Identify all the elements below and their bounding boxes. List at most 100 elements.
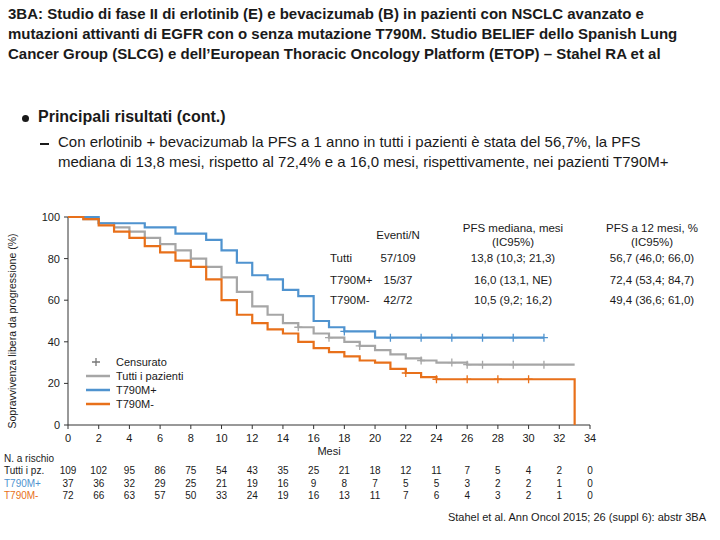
bullet-text: Principali risultati (cont.) bbox=[38, 108, 226, 126]
y-tick-label: 20 bbox=[48, 377, 60, 389]
table-cell: 56,7 (46,0; 66,0) bbox=[587, 251, 717, 265]
risk-value: 5 bbox=[495, 465, 501, 476]
table-cell: 72,4 (53,4; 84,7) bbox=[587, 273, 717, 287]
table-cell: 57/109 bbox=[333, 251, 463, 265]
legend-swatch bbox=[86, 403, 110, 406]
x-tick bbox=[160, 425, 161, 429]
risk-value: 57 bbox=[155, 490, 167, 501]
risk-value: 9 bbox=[311, 478, 317, 489]
sub-bullet-text: Con erlotinib + bevacizumab la PFS a 1 a… bbox=[58, 132, 698, 172]
risk-row-label: Tutti i pz. bbox=[4, 465, 44, 476]
x-tick bbox=[375, 425, 376, 429]
risk-value: 33 bbox=[216, 490, 228, 501]
y-tick-label: 60 bbox=[48, 294, 60, 306]
y-tick-label: 40 bbox=[48, 336, 60, 348]
risk-value: 2 bbox=[495, 478, 501, 489]
x-tick-label: 30 bbox=[522, 432, 534, 444]
risk-value: 7 bbox=[372, 478, 378, 489]
risk-value: 2 bbox=[557, 465, 563, 476]
risk-value: 0 bbox=[587, 465, 593, 476]
y-tick-label: 80 bbox=[48, 253, 60, 265]
risk-row-label: T790M+ bbox=[4, 478, 41, 489]
censor-mark bbox=[417, 357, 425, 365]
risk-value: 4 bbox=[464, 490, 470, 501]
risk-value: 43 bbox=[247, 465, 259, 476]
x-tick-label: 34 bbox=[584, 432, 596, 444]
x-tick-label: 12 bbox=[246, 432, 258, 444]
risk-value: 54 bbox=[216, 465, 228, 476]
censor-mark bbox=[356, 342, 364, 350]
x-tick-label: 24 bbox=[430, 432, 442, 444]
x-tick-label: 26 bbox=[461, 432, 473, 444]
y-axis-label: Sopravvivenza libera da progressione (%) bbox=[6, 234, 18, 429]
y-tick bbox=[64, 383, 68, 384]
censor-mark bbox=[509, 361, 517, 369]
table-cell: 16,0 (13,1, NE) bbox=[448, 273, 578, 287]
table-row-label: T790M+ bbox=[330, 273, 373, 287]
risk-value: 86 bbox=[155, 465, 167, 476]
risk-value: 6 bbox=[434, 490, 440, 501]
x-tick-label: 20 bbox=[369, 432, 381, 444]
x-tick-label: 6 bbox=[157, 432, 163, 444]
table-cell: 13,8 (10,3; 21,3) bbox=[448, 251, 578, 265]
x-tick-label: 10 bbox=[215, 432, 227, 444]
risk-value: 5 bbox=[434, 478, 440, 489]
bullet-dot bbox=[22, 115, 29, 122]
x-tick bbox=[590, 425, 591, 429]
x-tick-label: 16 bbox=[308, 432, 320, 444]
x-tick bbox=[282, 425, 283, 429]
censor-mark bbox=[479, 334, 487, 342]
x-tick-label: 2 bbox=[96, 432, 102, 444]
censor-mark bbox=[509, 334, 517, 342]
risk-value: 7 bbox=[464, 465, 470, 476]
risk-value: 3 bbox=[464, 478, 470, 489]
risk-value: 19 bbox=[277, 490, 289, 501]
censor-mark bbox=[417, 334, 425, 342]
censor-mark bbox=[402, 369, 410, 377]
citation: Stahel et al. Ann Oncol 2015; 26 (suppl … bbox=[448, 511, 706, 523]
risk-value: 11 bbox=[370, 490, 381, 501]
x-axis bbox=[68, 425, 590, 426]
legend-swatch bbox=[86, 375, 110, 378]
risk-value: 2 bbox=[526, 490, 532, 501]
risk-value: 66 bbox=[93, 490, 105, 501]
risk-value: 19 bbox=[247, 478, 259, 489]
x-tick bbox=[528, 425, 529, 429]
risk-value: 13 bbox=[339, 490, 351, 501]
risk-value: 16 bbox=[277, 478, 289, 489]
x-tick bbox=[129, 425, 130, 429]
censor-mark bbox=[448, 334, 456, 342]
censor-mark bbox=[540, 334, 548, 342]
risk-value: 0 bbox=[587, 490, 593, 501]
y-axis bbox=[68, 217, 69, 425]
censor-mark bbox=[294, 323, 302, 331]
sub-bullet-dash bbox=[40, 143, 49, 145]
risk-value: 21 bbox=[216, 478, 228, 489]
x-tick bbox=[467, 425, 468, 429]
x-tick bbox=[497, 425, 498, 429]
y-tick bbox=[64, 217, 68, 218]
x-tick-label: 32 bbox=[553, 432, 565, 444]
y-tick-label: 100 bbox=[42, 211, 60, 223]
censor-mark bbox=[479, 361, 487, 369]
censor-mark bbox=[340, 327, 348, 335]
x-tick bbox=[559, 425, 560, 429]
risk-value: 2 bbox=[526, 478, 532, 489]
legend-label: Censurato bbox=[116, 356, 167, 368]
risk-value: 5 bbox=[403, 478, 409, 489]
risk-value: 12 bbox=[400, 465, 412, 476]
risk-value: 7 bbox=[403, 490, 409, 501]
risk-value: 35 bbox=[277, 465, 289, 476]
risk-value: 16 bbox=[308, 490, 320, 501]
risk-value: 8 bbox=[342, 478, 348, 489]
censor-mark bbox=[448, 359, 456, 367]
x-axis-label: Mesi bbox=[317, 445, 340, 457]
x-tick bbox=[221, 425, 222, 429]
table-row-label: T790M- bbox=[330, 293, 370, 307]
risk-value: 11 bbox=[431, 465, 442, 476]
risk-value: 50 bbox=[185, 490, 197, 501]
risk-value: 72 bbox=[62, 490, 74, 501]
risk-row-label: T790M- bbox=[4, 490, 38, 501]
x-tick bbox=[190, 425, 191, 429]
slide-canvas: 0204060801000246810121416182022242628303… bbox=[0, 0, 720, 540]
